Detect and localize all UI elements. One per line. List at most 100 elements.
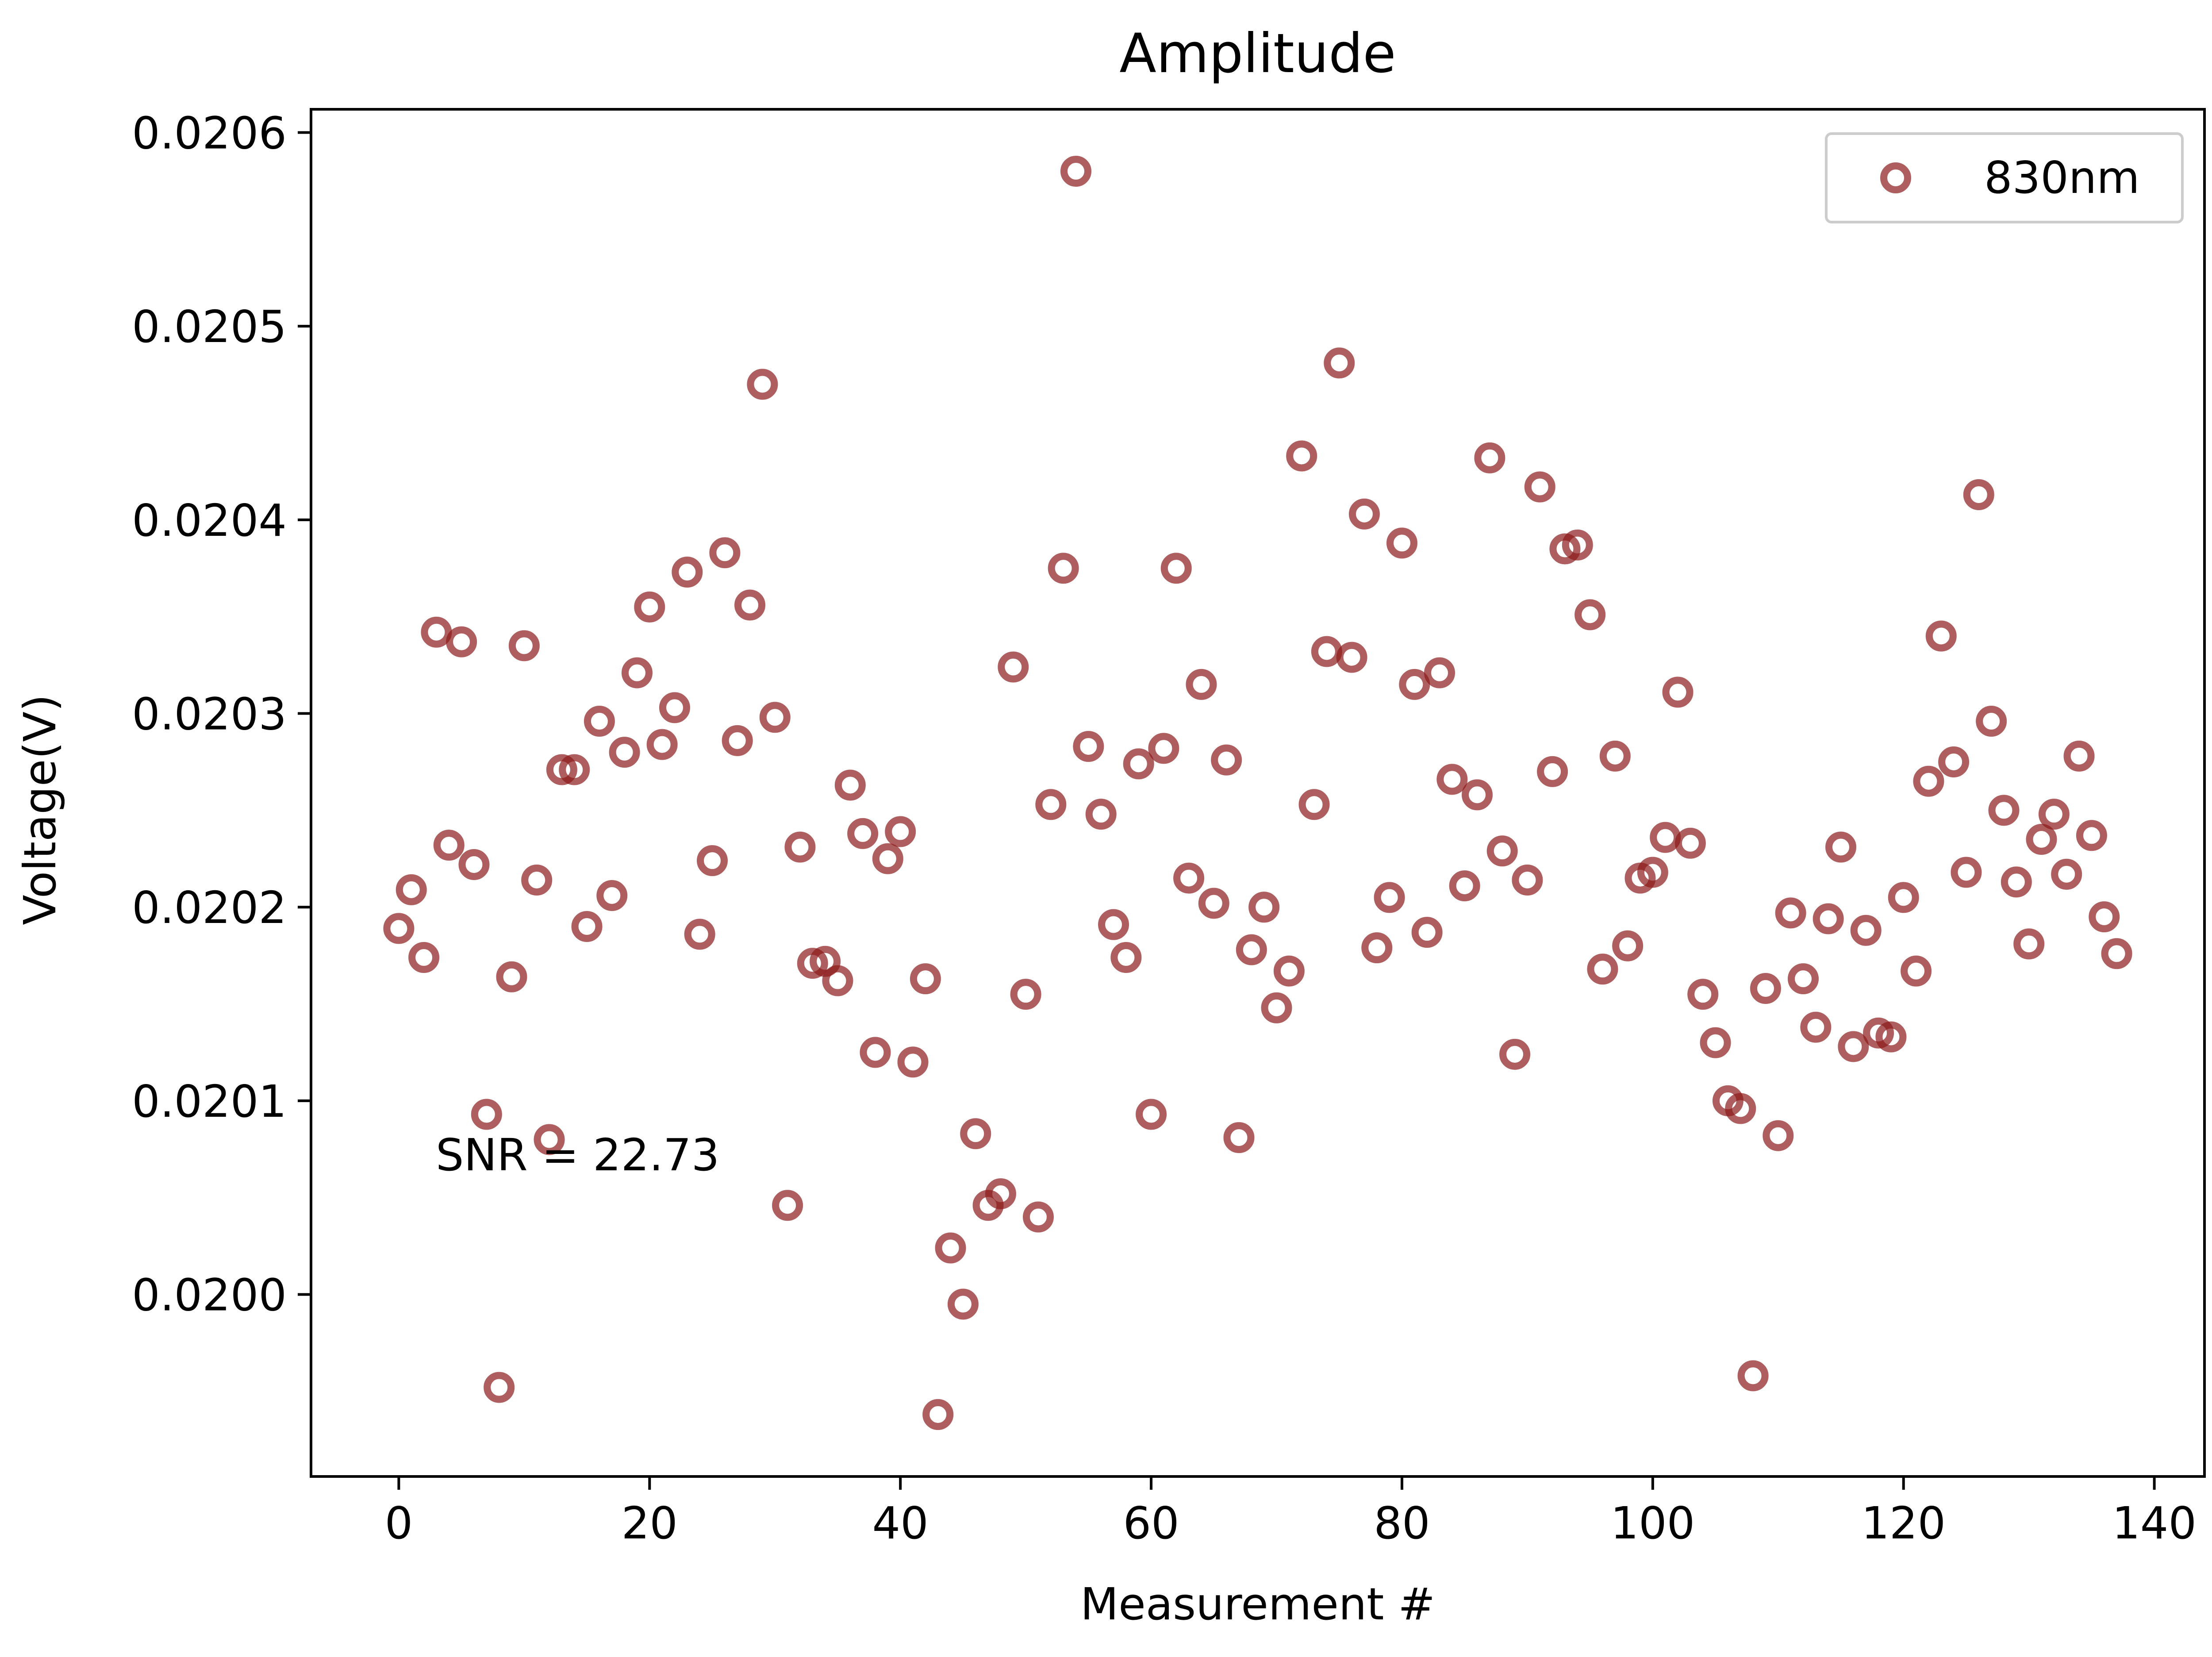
data-point <box>596 880 628 911</box>
data-point <box>1273 955 1305 987</box>
y-axis-label: Voltage(V) <box>14 694 66 925</box>
data-point <box>1901 955 1932 987</box>
data-point <box>2101 938 2132 969</box>
data-point <box>998 651 1029 683</box>
data-point <box>1198 888 1229 919</box>
data-point <box>910 963 941 995</box>
data-point <box>922 1399 954 1430</box>
x-tick-label: 120 <box>1861 1497 1946 1549</box>
data-point <box>1098 909 1129 940</box>
data-point <box>646 729 678 760</box>
data-point <box>508 630 540 661</box>
x-axis: 0 20 40 60 80 100 120 140 <box>385 1476 2197 1549</box>
x-tick-label: 0 <box>385 1497 413 1549</box>
data-point <box>634 591 665 623</box>
y-tick-label: 0.0202 <box>132 882 287 934</box>
data-point <box>1336 642 1367 673</box>
data-point <box>1951 857 1982 888</box>
data-point <box>1988 795 2020 826</box>
data-point <box>1875 1021 1907 1053</box>
data-point <box>1888 882 1919 913</box>
x-axis-label: Measurement # <box>1080 1578 1435 1630</box>
data-point <box>1424 657 1455 688</box>
data-point <box>1186 669 1217 700</box>
data-point <box>985 1178 1016 1209</box>
data-point <box>1286 440 1317 472</box>
data-point <box>1148 733 1179 764</box>
data-point <box>659 692 690 723</box>
data-point <box>621 657 653 688</box>
data-point <box>1073 730 1104 762</box>
data-point <box>759 702 791 733</box>
data-point <box>722 725 753 756</box>
data-point <box>1562 529 1593 561</box>
data-markers <box>383 156 2132 1430</box>
data-point <box>2026 824 2057 855</box>
y-tick-label: 0.0203 <box>132 688 287 740</box>
data-point <box>784 831 816 863</box>
data-point <box>1048 553 1079 584</box>
data-point <box>1035 789 1067 820</box>
snr-annotation: SNR = 22.73 <box>436 1129 719 1181</box>
data-point <box>1587 953 1618 985</box>
data-point <box>1060 156 1092 187</box>
data-point <box>571 911 603 942</box>
data-point <box>1173 862 1205 894</box>
y-tick-label: 0.0205 <box>132 301 287 353</box>
data-point <box>847 818 879 849</box>
data-point <box>1800 1011 1832 1043</box>
data-point <box>1123 748 1154 780</box>
data-point <box>1725 1093 1756 1124</box>
data-point <box>421 616 452 648</box>
data-point <box>1010 979 1041 1010</box>
data-point <box>797 948 828 979</box>
data-point <box>2063 740 2095 772</box>
data-point <box>1976 706 2007 737</box>
data-point <box>1775 897 1806 929</box>
data-point <box>1737 1360 1769 1392</box>
y-tick-label: 0.0206 <box>132 108 287 159</box>
data-point <box>734 589 766 621</box>
data-point <box>1324 347 1355 379</box>
data-point <box>1136 1099 1167 1130</box>
plot-area <box>310 108 2206 1478</box>
data-point <box>1022 1201 1054 1233</box>
y-tick-label: 0.0200 <box>132 1269 287 1321</box>
legend-marker <box>1880 162 1911 193</box>
x-tick-label: 140 <box>2112 1497 2197 1549</box>
data-point <box>747 369 778 400</box>
data-point <box>1674 827 1706 859</box>
data-point <box>947 1288 979 1320</box>
data-point <box>860 1037 891 1068</box>
data-point <box>1361 932 1393 964</box>
y-tick-label: 0.0204 <box>132 495 287 546</box>
data-point <box>2076 820 2107 851</box>
data-point <box>1436 764 1468 795</box>
data-point <box>1700 1027 1731 1058</box>
data-point <box>1838 1031 1869 1062</box>
data-point <box>1687 979 1719 1010</box>
data-point <box>1825 831 1857 863</box>
x-tick-label: 60 <box>1123 1497 1179 1549</box>
data-point <box>1913 765 1944 797</box>
data-point <box>1211 744 1242 776</box>
data-point <box>521 864 553 896</box>
data-point <box>1223 1122 1255 1153</box>
data-point <box>1612 930 1644 961</box>
legend: 830nm <box>1825 132 2184 223</box>
data-point <box>709 537 741 569</box>
data-point <box>2038 799 2070 830</box>
x-tick-label: 20 <box>622 1497 678 1549</box>
plot-frame <box>310 108 2206 1478</box>
data-point <box>1938 746 1970 777</box>
data-point <box>2013 928 2045 960</box>
data-point <box>1512 864 1543 896</box>
data-point <box>1925 620 1957 652</box>
data-point <box>1348 498 1380 530</box>
y-axis: 0.0200 0.0201 0.0202 0.0203 0.0204 0.0205 0.02… <box>132 108 311 1321</box>
data-point <box>1963 479 1994 510</box>
x-tick-label: 40 <box>872 1497 929 1549</box>
data-point <box>822 965 853 996</box>
data-point <box>484 1372 515 1403</box>
data-point <box>1374 882 1405 913</box>
